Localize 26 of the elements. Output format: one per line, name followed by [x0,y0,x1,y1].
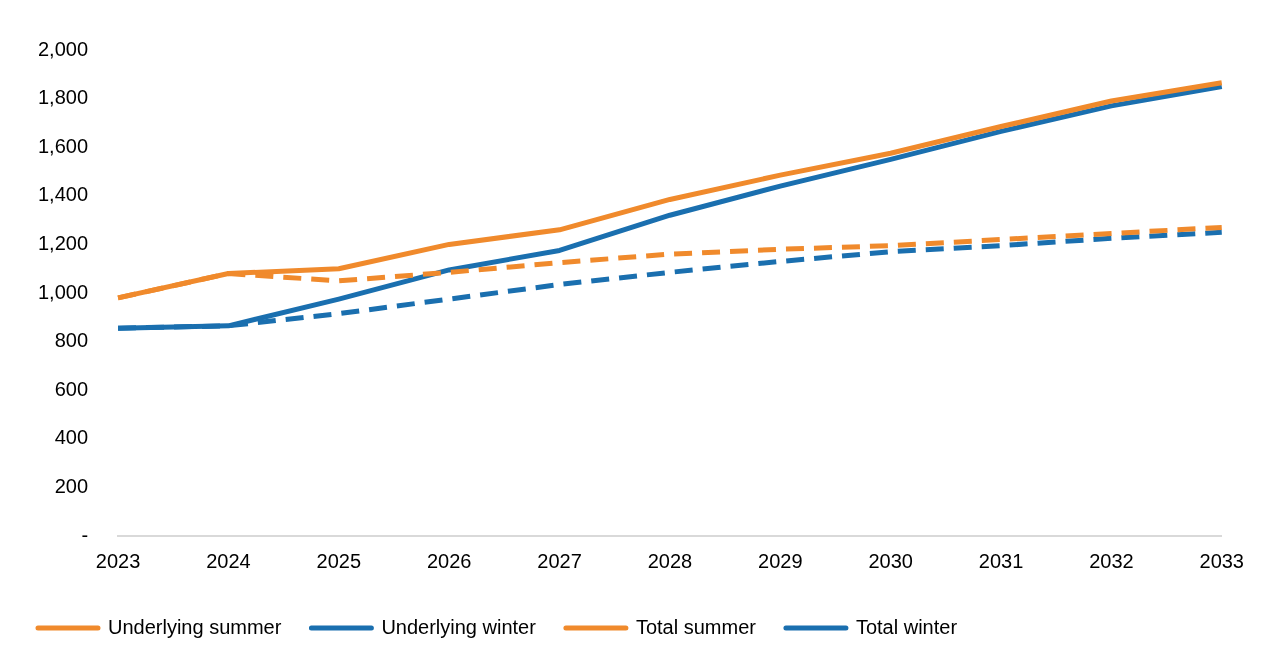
y-tick-label: 2,000 [37,37,89,60]
x-tick-label: 2029 [758,549,803,572]
x-tick-label: 2023 [95,549,141,572]
y-tick-label: 400 [54,426,89,449]
y-tick-label: 600 [54,377,89,400]
y-tick-label: 800 [54,329,89,352]
x-tick-label: 2027 [537,549,582,572]
legend-label: Total winter [855,615,958,638]
y-tick-label: 1,600 [37,134,89,157]
x-tick-label: 2030 [868,549,913,572]
y-tick-label: - [81,523,89,546]
y-tick-label: 1,200 [37,231,89,254]
x-tick-label: 2032 [1089,549,1134,572]
x-tick-label: 2025 [316,549,362,572]
legend-label: Underlying winter [381,615,537,638]
x-tick-label: 2026 [426,549,472,572]
x-tick-label: 2033 [1199,549,1244,572]
x-tick-label: 2031 [978,549,1024,572]
legend-label: Total summer [635,615,757,638]
y-tick-label: 1,400 [37,183,89,206]
legend-label: Underlying summer [108,615,282,638]
y-tick-label: 1,000 [37,280,89,303]
x-tick-label: 2024 [206,549,251,572]
y-tick-label: 1,800 [37,86,89,109]
x-tick-label: 2028 [647,549,693,572]
y-tick-label: 200 [54,474,89,497]
